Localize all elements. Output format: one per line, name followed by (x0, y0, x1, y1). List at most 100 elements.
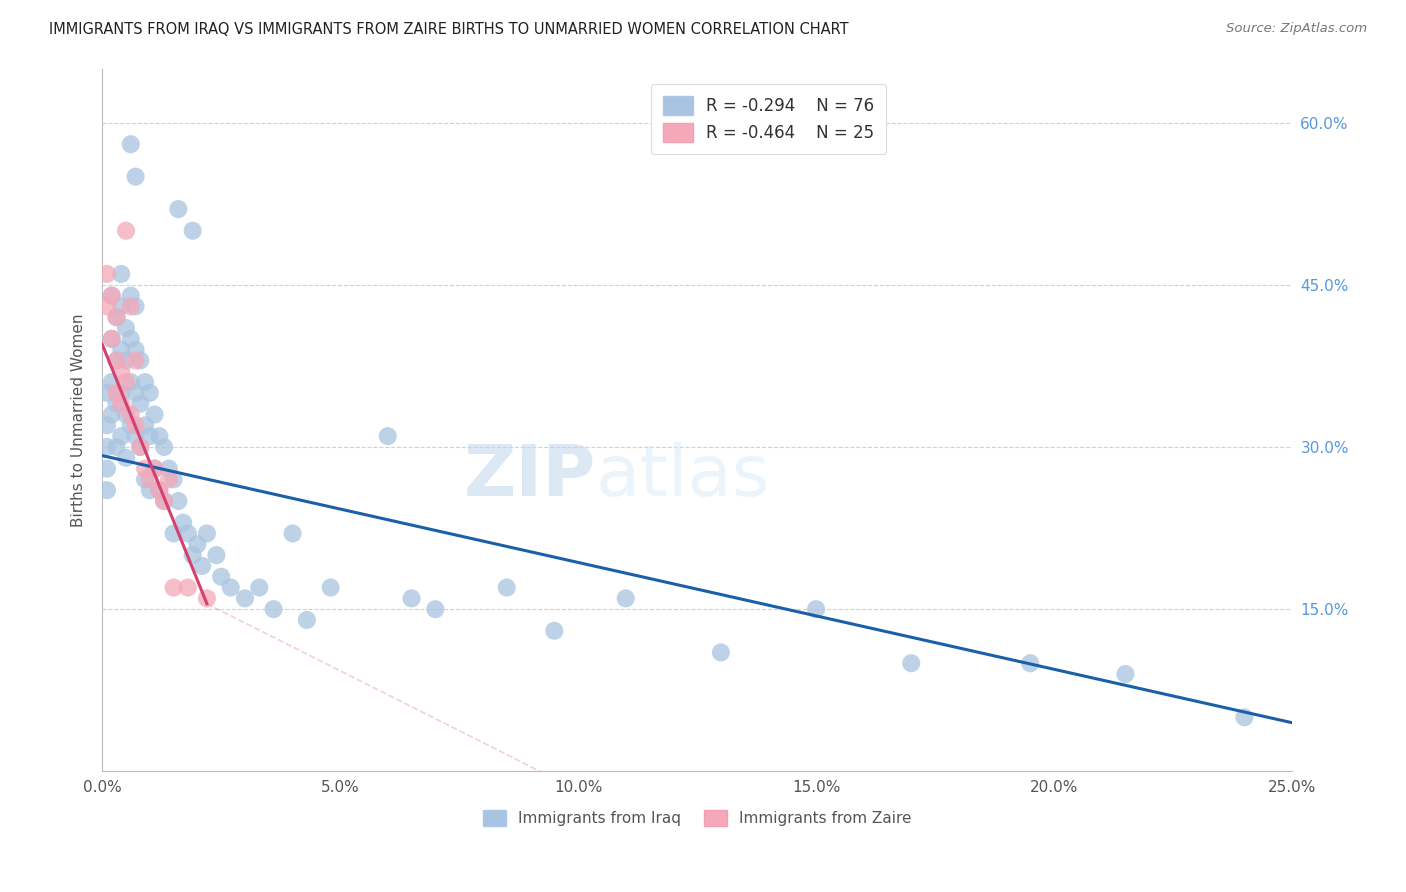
Point (120, 408, 142, 422)
Point (148, 429, 170, 443)
Point (295, 613, 318, 627)
Point (614, 591, 637, 606)
Point (233, 591, 256, 606)
Point (110, 385, 132, 400)
Point (153, 494, 176, 508)
Text: IMMIGRANTS FROM IRAQ VS IMMIGRANTS FROM ZAIRE BIRTHS TO UNMARRIED WOMEN CORRELAT: IMMIGRANTS FROM IRAQ VS IMMIGRANTS FROM … (49, 22, 849, 37)
Point (281, 526, 304, 541)
Point (195, 591, 218, 606)
Point (115, 375, 138, 389)
Point (120, 418, 142, 433)
Point (134, 472, 156, 486)
Point (167, 494, 190, 508)
Point (115, 408, 138, 422)
Point (186, 537, 208, 551)
Point (143, 461, 166, 475)
Point (100, 288, 122, 302)
Point (143, 408, 166, 422)
Point (177, 581, 200, 595)
Point (134, 375, 156, 389)
Point (120, 300, 142, 314)
Point (124, 353, 146, 368)
Point (96, 440, 118, 454)
Legend: Immigrants from Iraq, Immigrants from Zaire: Immigrants from Iraq, Immigrants from Za… (475, 803, 920, 834)
Point (401, 591, 423, 606)
Point (105, 353, 128, 368)
Point (110, 267, 132, 281)
Point (105, 310, 128, 325)
Point (710, 645, 733, 659)
Point (100, 375, 122, 389)
Point (134, 418, 156, 433)
Point (115, 321, 138, 335)
Point (105, 353, 128, 368)
Point (115, 224, 138, 238)
Point (900, 657, 922, 671)
Point (96, 300, 118, 314)
Point (129, 440, 152, 454)
Point (247, 581, 270, 595)
Point (181, 548, 204, 562)
Point (129, 440, 152, 454)
Point (195, 526, 218, 541)
Point (153, 440, 176, 454)
Point (162, 526, 184, 541)
Point (263, 602, 285, 616)
Text: ZIP: ZIP (464, 442, 596, 510)
Point (153, 494, 176, 508)
Point (105, 440, 128, 454)
Point (172, 516, 194, 530)
Point (129, 353, 152, 368)
Point (110, 397, 132, 411)
Point (134, 461, 156, 475)
Point (105, 385, 128, 400)
Point (139, 429, 162, 443)
Point (124, 429, 146, 443)
Point (495, 581, 517, 595)
Point (110, 300, 132, 314)
Point (120, 332, 142, 346)
Point (319, 581, 342, 595)
Point (110, 364, 132, 378)
Point (100, 288, 122, 302)
Point (157, 461, 180, 475)
Point (804, 602, 827, 616)
Point (124, 343, 146, 357)
Point (148, 483, 170, 498)
Point (162, 472, 184, 486)
Point (543, 624, 565, 638)
Point (120, 137, 142, 152)
Point (181, 224, 204, 238)
Point (209, 570, 232, 584)
Point (110, 429, 132, 443)
Point (120, 288, 142, 302)
Point (115, 353, 138, 368)
Point (139, 483, 162, 498)
Point (219, 581, 242, 595)
Point (177, 526, 200, 541)
Point (1233, 710, 1256, 724)
Point (115, 450, 138, 465)
Point (129, 397, 152, 411)
Point (124, 385, 146, 400)
Point (120, 375, 142, 389)
Point (96, 483, 118, 498)
Point (143, 461, 166, 475)
Point (377, 429, 399, 443)
Point (162, 581, 184, 595)
Point (110, 343, 132, 357)
Point (100, 332, 122, 346)
Point (124, 300, 146, 314)
Point (167, 202, 190, 216)
Point (100, 332, 122, 346)
Point (96, 267, 118, 281)
Point (191, 558, 214, 573)
Point (139, 472, 162, 486)
Y-axis label: Births to Unmarried Women: Births to Unmarried Women (72, 313, 86, 526)
Point (124, 418, 146, 433)
Point (139, 385, 162, 400)
Point (124, 169, 146, 184)
Point (1019, 657, 1042, 671)
Point (105, 397, 128, 411)
Point (100, 408, 122, 422)
